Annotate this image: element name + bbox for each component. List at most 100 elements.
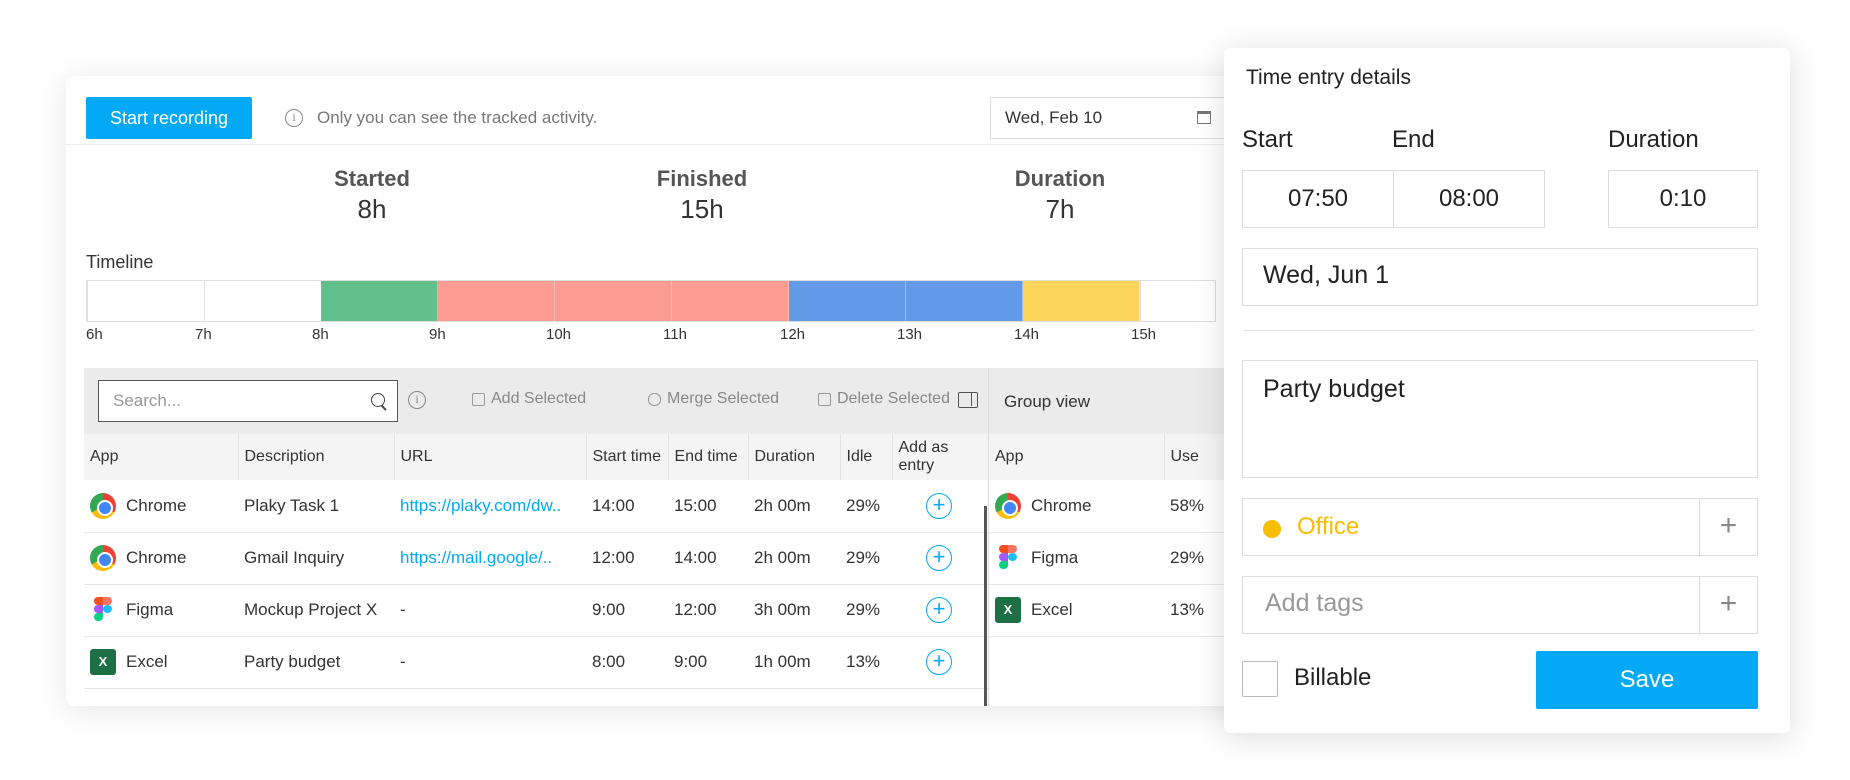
start-time-field[interactable]: 07:50 (1242, 170, 1394, 228)
stat-label: Duration (1014, 166, 1106, 191)
timeline-tick-label: 9h (429, 326, 446, 343)
table-cell: Plaky Task 1 (238, 480, 394, 533)
figma-icon (94, 597, 112, 623)
split-view-icon[interactable] (958, 392, 978, 408)
panel-divider (988, 368, 989, 706)
url-link[interactable]: https://mail.google/.. (394, 532, 586, 585)
privacy-notice-text: Only you can see the tracked activity. (317, 108, 598, 127)
chrome-icon (995, 492, 1021, 519)
search-placeholder: Search... (113, 391, 182, 410)
table-cell: 14:00 (668, 532, 748, 585)
col-header[interactable]: Idle (840, 434, 893, 480)
col-header[interactable]: App (989, 434, 1165, 480)
table-cell: 1h 00m (748, 636, 840, 689)
group-row[interactable]: X Excel 13% (989, 584, 1246, 637)
privacy-notice: i Only you can see the tracked activity. (285, 108, 597, 128)
search-input[interactable]: Search... (98, 380, 398, 422)
col-header[interactable]: End time (668, 434, 749, 480)
calendar-icon (1197, 111, 1211, 124)
app-cell: Figma (989, 532, 1164, 585)
save-button[interactable]: Save (1536, 651, 1758, 709)
stat-value: 7h (1045, 194, 1075, 224)
app-cell: X Excel (84, 636, 238, 689)
app-name: Excel (1031, 600, 1073, 619)
timeline-segment[interactable] (555, 281, 672, 321)
timeline-segment[interactable] (906, 281, 1023, 321)
tags-field[interactable]: Add tags + (1242, 576, 1758, 635)
info-icon[interactable]: i (408, 391, 426, 409)
add-selected-label: Add Selected (491, 390, 587, 407)
date-picker-value: Wed, Feb 10 (1005, 108, 1103, 127)
col-header[interactable]: Duration (748, 434, 841, 480)
merge-selected-button[interactable]: Merge Selected (648, 390, 779, 408)
timeline-track (86, 280, 1216, 322)
timeline-gridline (204, 281, 205, 321)
table-scrollbar[interactable] (984, 506, 987, 706)
stat-finished: Finished 15h (602, 166, 802, 225)
billable-checkbox[interactable] (1242, 661, 1278, 697)
col-header[interactable]: URL (394, 434, 587, 480)
add-entry-cell: + (892, 584, 988, 637)
table-cell: - (394, 584, 586, 637)
figma-icon (999, 545, 1017, 571)
timeline-segment[interactable] (672, 281, 789, 321)
duration-label: Duration (1608, 126, 1699, 153)
app-cell: X Excel (989, 584, 1164, 637)
timeline-tick-label: 7h (195, 326, 212, 343)
stat-duration: Duration 7h (960, 166, 1160, 225)
timeline-segment[interactable] (789, 281, 906, 321)
start-recording-button[interactable]: Start recording (86, 97, 252, 139)
add-entry-plus-icon[interactable]: + (926, 545, 952, 571)
duration-field[interactable]: 0:10 (1608, 170, 1758, 228)
url-link[interactable]: https://plaky.com/dw.. (394, 480, 586, 533)
timeline-tick-label: 12h (780, 326, 806, 343)
table-row[interactable]: Figma Mockup Project X -9:00 12:00 3h 00m 29%… (84, 584, 988, 637)
add-tag-button[interactable]: + (1699, 577, 1757, 635)
tags-placeholder: Add tags (1265, 589, 1364, 617)
app-name: Chrome (126, 548, 187, 567)
table-cell: 12:00 (586, 532, 668, 585)
description-field[interactable]: Party budget (1242, 360, 1758, 478)
summary-stats: Started 8h Finished 15h Duration 7h (66, 166, 1246, 246)
timeline-segment[interactable] (321, 281, 438, 321)
add-entry-plus-icon[interactable]: + (926, 649, 952, 675)
group-row[interactable]: Figma 29% (989, 532, 1246, 585)
table-row[interactable]: Chrome Plaky Task 1 https://plaky.com/dw..… (84, 480, 988, 533)
table-row[interactable]: Chrome Gmail Inquiry https://mail.google/.… (84, 532, 988, 585)
app-cell: Chrome (989, 480, 1164, 533)
app-cell: Chrome (84, 480, 238, 533)
add-project-button[interactable]: + (1699, 499, 1757, 557)
separator (1244, 330, 1754, 331)
delete-selected-button[interactable]: Delete Selected (818, 390, 950, 408)
group-row[interactable]: Chrome 58% (989, 480, 1246, 533)
timeline-segment[interactable] (438, 281, 555, 321)
col-header[interactable]: Description (238, 434, 395, 480)
date-field[interactable]: Wed, Jun 1 (1242, 248, 1758, 306)
table-cell: 15:00 (668, 480, 748, 533)
timeline-segment[interactable] (1023, 281, 1140, 321)
app-name: Chrome (126, 495, 187, 515)
group-table-header: App Use (989, 434, 1246, 480)
col-header[interactable]: App (84, 434, 239, 480)
chrome-icon (90, 492, 116, 519)
project-color-dot (1263, 520, 1281, 538)
table-cell: Mockup Project X (238, 584, 394, 637)
project-selector[interactable]: Office + (1242, 498, 1758, 557)
date-picker[interactable]: Wed, Feb 10 (990, 97, 1230, 139)
activity-toolbar: Search... i Add Selected Merge Selected … (84, 368, 1246, 434)
timeline-tick-label: 15h (1131, 326, 1157, 343)
table-cell: 14:00 (586, 480, 668, 533)
time-entry-details-panel: Time entry details Start End Duration 07… (1224, 48, 1790, 733)
table-row[interactable]: X Excel Party budget -8:00 9:00 1h 00m 13% + (84, 636, 988, 689)
top-bar: Start recording i Only you can see the t… (66, 76, 1246, 145)
add-entry-plus-icon[interactable]: + (926, 492, 952, 519)
add-entry-cell: + (892, 532, 988, 585)
end-time-field[interactable]: 08:00 (1393, 170, 1545, 228)
app-name: Excel (126, 652, 168, 671)
col-header[interactable]: Start time (586, 434, 669, 480)
add-selected-button[interactable]: Add Selected (472, 390, 586, 408)
table-cell: 2h 00m (748, 532, 840, 585)
col-header[interactable]: Add as entry (892, 434, 988, 480)
add-entry-plus-icon[interactable]: + (926, 597, 952, 623)
table-cell: 12:00 (668, 584, 748, 637)
